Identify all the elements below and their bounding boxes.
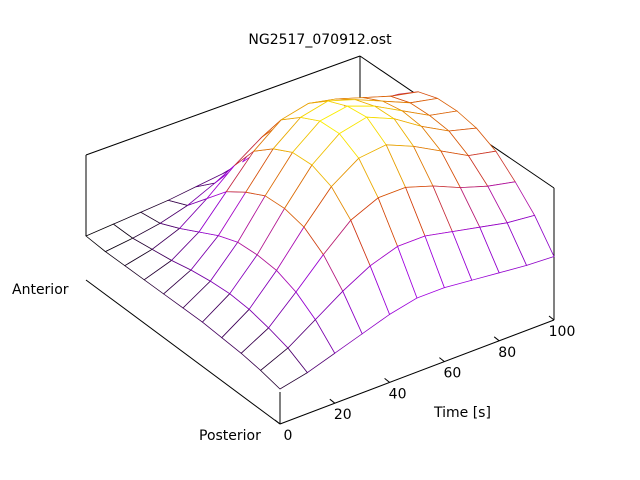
box-edge-top-left (85, 55, 361, 156)
surface-cell (506, 214, 555, 266)
x-tick-label: 20 (334, 407, 352, 423)
x-tick-mark (274, 419, 281, 425)
surface-mesh (85, 91, 555, 390)
x-axis-label: Time [s] (433, 405, 491, 421)
x-tick-mark (548, 315, 555, 321)
front-box-frame (85, 279, 555, 425)
x-tick-mark (329, 398, 336, 404)
y-axis-label-anterior: Anterior (12, 282, 69, 298)
x-axis-ticks: 0 20 40 60 80 100 (274, 315, 576, 444)
x-tick-mark (384, 378, 390, 383)
y-axis-label-posterior: Posterior (199, 428, 261, 444)
box-edge-front-floor (279, 319, 555, 425)
x-tick-mark (439, 357, 445, 362)
x-tick-label: 100 (549, 324, 576, 340)
x-tick-label: 0 (284, 428, 293, 444)
x-tick-label: 80 (498, 345, 516, 361)
x-tick-label: 60 (443, 366, 461, 382)
box-edge-left-floor (85, 279, 281, 425)
chart-title: NG2517_070912.ost (248, 32, 392, 48)
x-tick-mark (493, 336, 500, 342)
x-tick-label: 40 (389, 386, 407, 402)
